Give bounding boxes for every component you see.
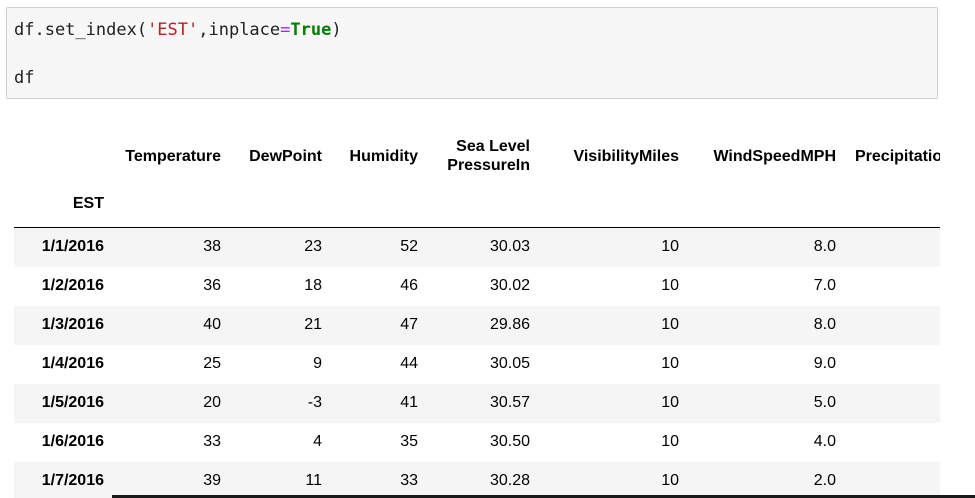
table-cell: 40 bbox=[203, 316, 221, 333]
table-row: 1/1/2016 38 23 52 30.03 10 8.0 bbox=[14, 227, 954, 267]
table-cell: 33 bbox=[400, 472, 418, 489]
code-token-string: 'EST' bbox=[147, 20, 199, 40]
column-header: WindSpeedMPH bbox=[713, 147, 836, 165]
table-cell: 29.86 bbox=[489, 316, 530, 333]
column-header: Sea Level PressureIn bbox=[447, 138, 530, 174]
output-area: Temperature DewPoint Humidity Sea Level P… bbox=[0, 100, 975, 498]
row-index: 1/2/2016 bbox=[41, 277, 104, 294]
table-cell: 10 bbox=[661, 433, 679, 450]
code-token-close-paren: ) bbox=[331, 20, 342, 40]
table-cell: 23 bbox=[304, 238, 322, 256]
table-cell: 20 bbox=[203, 394, 221, 411]
row-index: 1/5/2016 bbox=[41, 394, 104, 411]
row-index: 1/3/2016 bbox=[41, 316, 104, 333]
table-cell: 18 bbox=[304, 277, 322, 294]
row-index: 1/7/2016 bbox=[41, 472, 104, 489]
table-cell: 46 bbox=[400, 277, 418, 294]
horizontal-scrollbar[interactable] bbox=[112, 495, 975, 498]
table-cell: 21 bbox=[304, 316, 322, 333]
table-cell: 25 bbox=[203, 355, 221, 372]
code-token-keyword: True bbox=[290, 20, 332, 40]
table-cell bbox=[846, 423, 954, 462]
table-cell bbox=[846, 306, 954, 345]
table-cell bbox=[846, 267, 954, 306]
table-cell: 2.0 bbox=[813, 472, 836, 489]
code-token-call: df.set_index( bbox=[14, 20, 148, 40]
table-cell: 10 bbox=[661, 277, 679, 294]
table-cell: 39 bbox=[203, 472, 221, 489]
code-line-set-index: df.set_index('EST',inplace=True) bbox=[14, 19, 342, 41]
table-cell bbox=[846, 228, 954, 267]
table-row: 1/2/2016 36 18 46 30.02 10 7.0 bbox=[14, 267, 954, 306]
table-cell: 30.28 bbox=[489, 472, 530, 489]
column-header: Precipitatio bbox=[855, 147, 943, 165]
code-token-operator: = bbox=[280, 20, 291, 40]
index-header-row: EST bbox=[14, 181, 954, 228]
table-cell: 44 bbox=[400, 355, 418, 372]
table-row: 1/7/2016 39 11 33 30.28 10 2.0 bbox=[14, 461, 954, 498]
index-name: EST bbox=[14, 181, 114, 228]
table-cell: 38 bbox=[203, 238, 221, 256]
table-cell: 9.0 bbox=[813, 355, 836, 372]
row-index: 1/1/2016 bbox=[41, 238, 104, 256]
table-cell: 8.0 bbox=[813, 238, 836, 256]
table-cell: 10 bbox=[661, 355, 679, 372]
column-header: DewPoint bbox=[249, 147, 322, 165]
table-cell: 36 bbox=[203, 277, 221, 294]
table-cell: 10 bbox=[661, 472, 679, 489]
table-cell: -3 bbox=[307, 394, 322, 411]
table-cell: 10 bbox=[661, 238, 679, 256]
table-cell: 30.50 bbox=[489, 433, 530, 450]
table-cell: 9 bbox=[313, 355, 322, 372]
table-cell: 4.0 bbox=[813, 433, 836, 450]
table-cell: 47 bbox=[400, 316, 418, 333]
column-header: VisibilityMiles bbox=[573, 147, 679, 165]
table-cell: 30.02 bbox=[489, 277, 530, 294]
table-cell: 8.0 bbox=[813, 316, 836, 333]
row-index: 1/6/2016 bbox=[41, 433, 104, 450]
row-index: 1/4/2016 bbox=[41, 355, 104, 372]
table-cell: 33 bbox=[203, 433, 221, 450]
table-cell bbox=[846, 384, 954, 423]
table-cell: 10 bbox=[661, 316, 679, 333]
table-cell: 10 bbox=[661, 394, 679, 411]
table-cell: 5.0 bbox=[813, 394, 836, 411]
output-clip-edge bbox=[940, 100, 975, 498]
table-cell: 30.05 bbox=[489, 355, 530, 372]
code-line-df: df bbox=[14, 68, 35, 88]
code-token-kwarg: ,inplace bbox=[198, 20, 281, 40]
table-cell: 11 bbox=[305, 472, 322, 489]
column-header: Temperature bbox=[125, 147, 221, 165]
table-cell: 41 bbox=[400, 394, 418, 411]
table-cell: 52 bbox=[400, 238, 418, 256]
table-cell: 30.57 bbox=[489, 394, 530, 411]
column-header-row: Temperature DewPoint Humidity Sea Level P… bbox=[14, 131, 954, 181]
dataframe-table: Temperature DewPoint Humidity Sea Level P… bbox=[14, 131, 954, 498]
table-cell: 7.0 bbox=[813, 277, 836, 294]
table-cell: 30.03 bbox=[489, 238, 530, 256]
column-header: Humidity bbox=[349, 147, 418, 165]
table-cell: 4 bbox=[313, 433, 322, 450]
corner-cell bbox=[14, 131, 114, 181]
table-row: 1/4/2016 25 9 44 30.05 10 9.0 bbox=[14, 345, 954, 384]
table-row: 1/6/2016 33 4 35 30.50 10 4.0 bbox=[14, 423, 954, 462]
table-cell bbox=[846, 345, 954, 384]
table-cell bbox=[846, 462, 954, 498]
code-cell-input[interactable]: df.set_index('EST',inplace=True) df bbox=[6, 7, 938, 99]
table-row: 1/3/2016 40 21 47 29.86 10 8.0 bbox=[14, 305, 954, 345]
table-cell: 35 bbox=[400, 433, 418, 450]
table-row: 1/5/2016 20 -3 41 30.57 10 5.0 bbox=[14, 383, 954, 423]
